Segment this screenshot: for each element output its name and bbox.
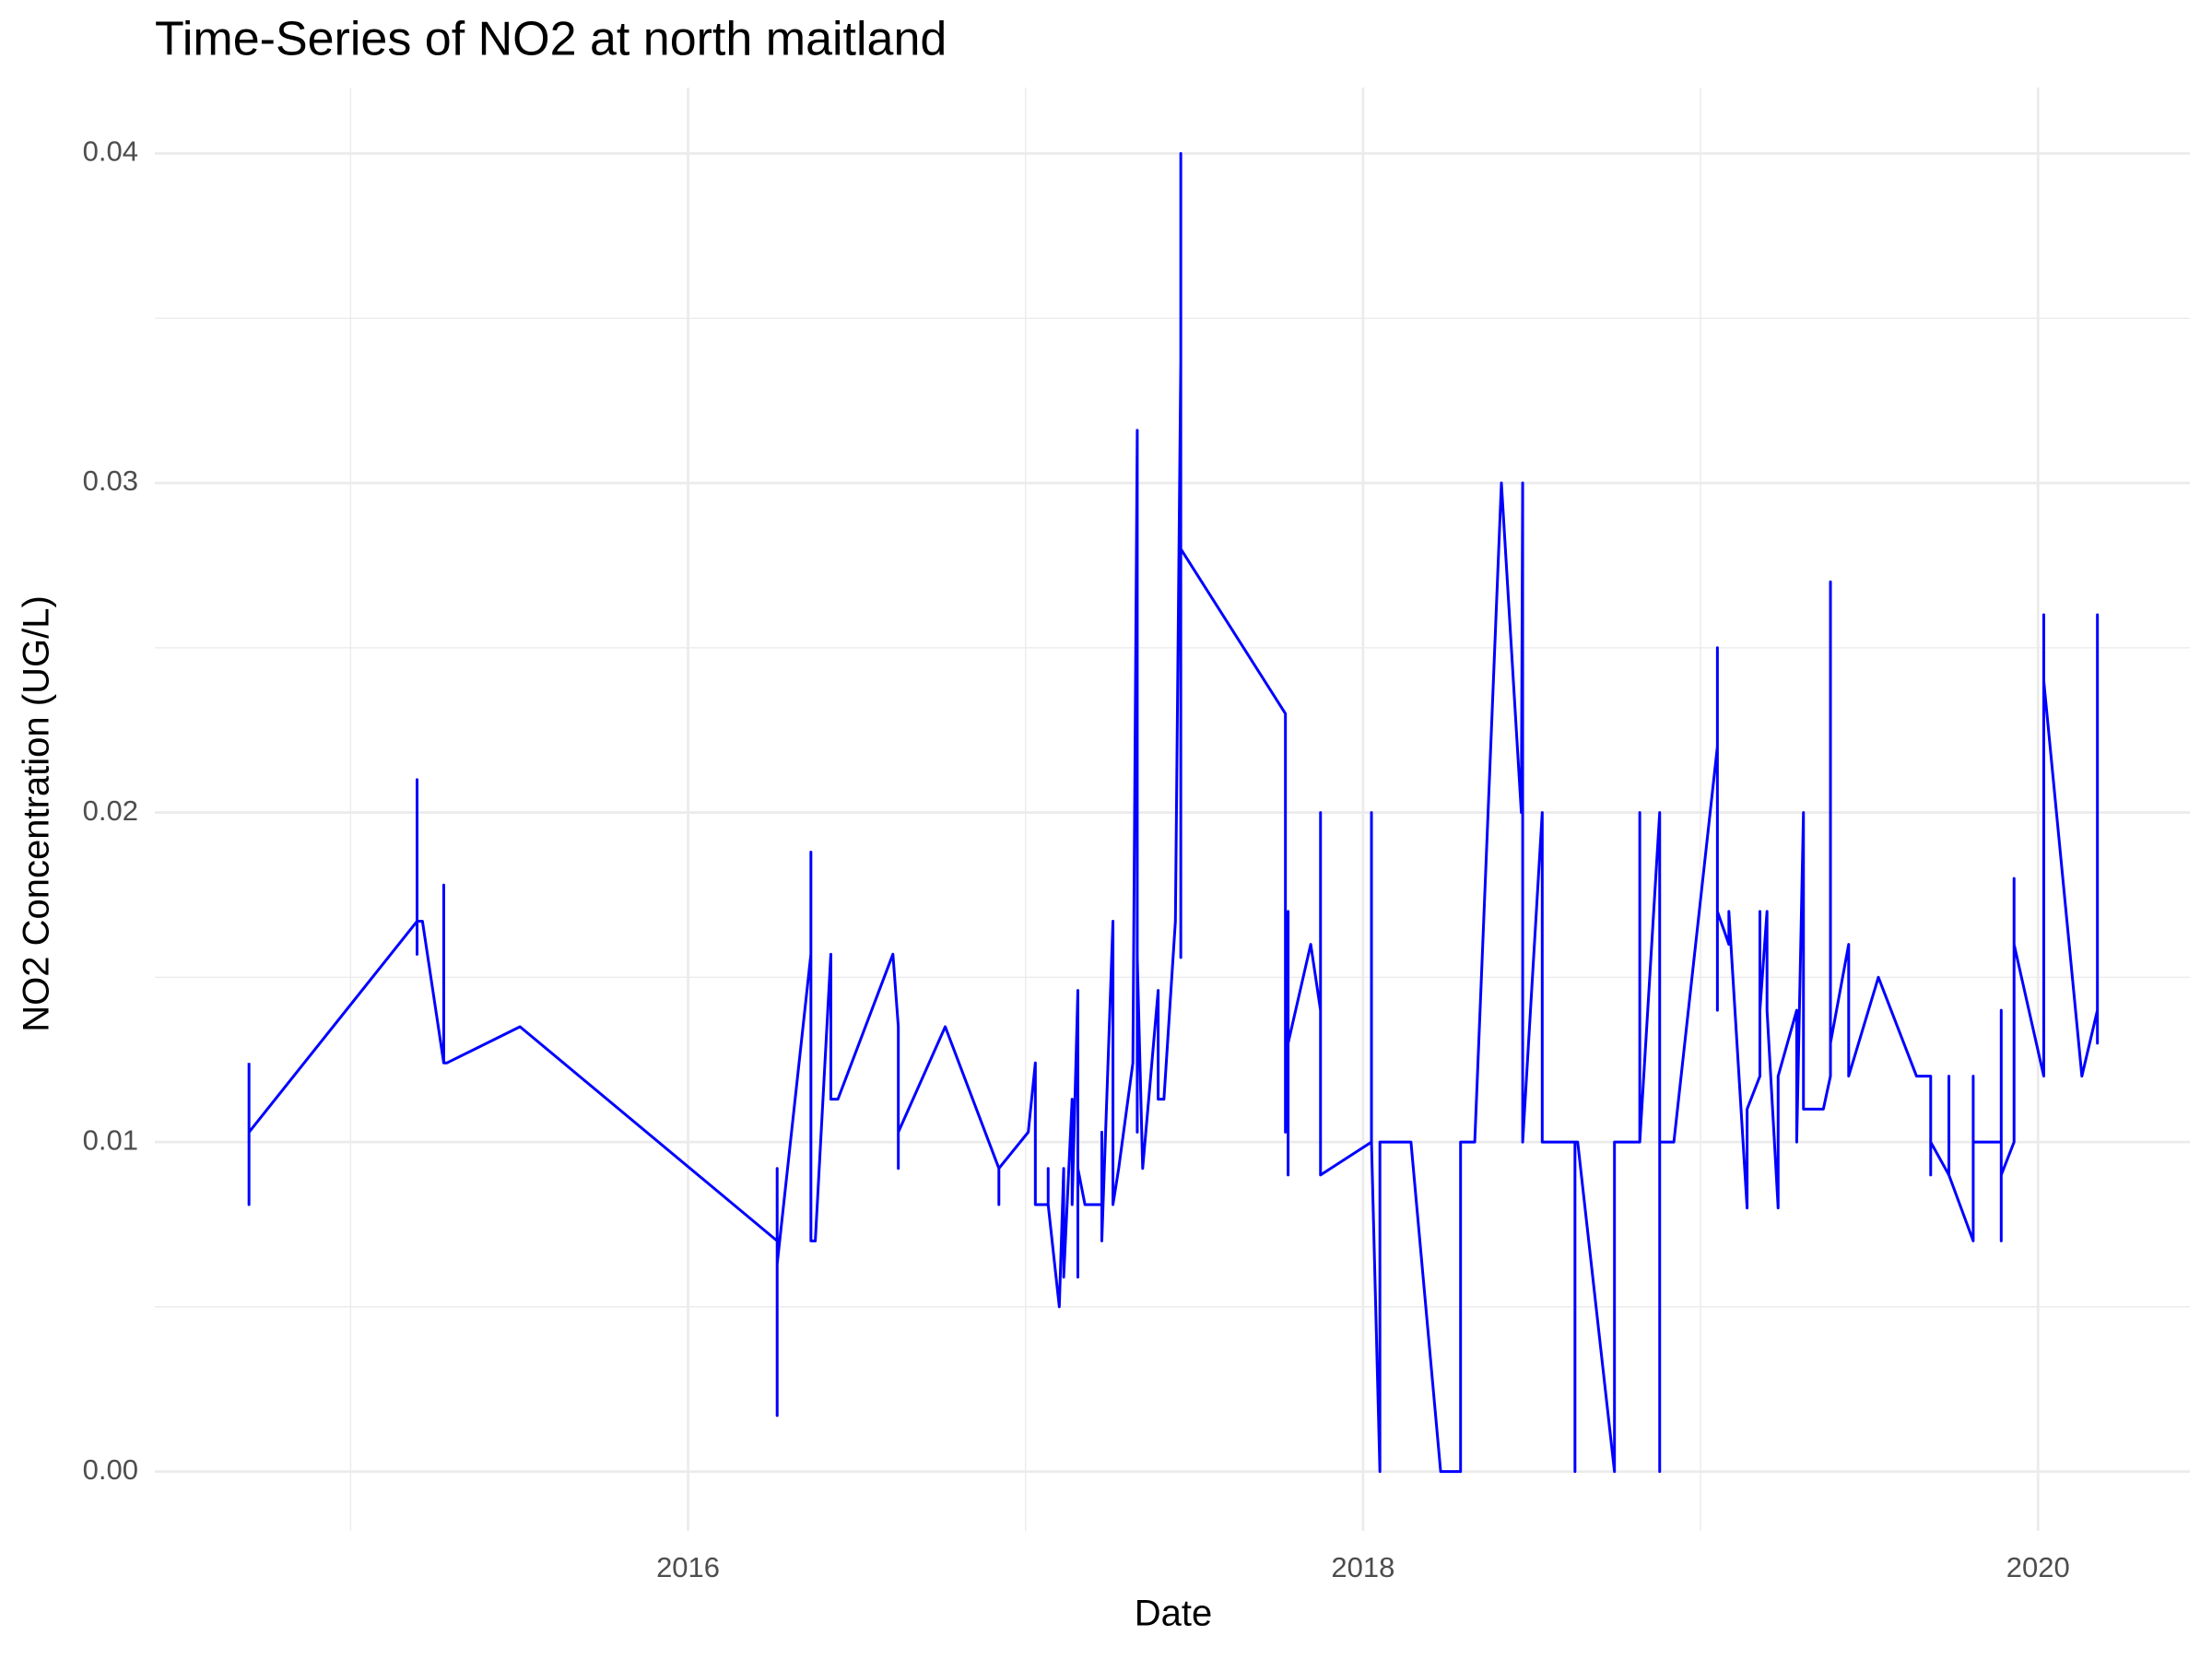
x-tick-label: 2020	[2006, 1551, 2070, 1583]
x-tick-label: 2018	[1331, 1551, 1394, 1583]
data-line	[247, 152, 2100, 1474]
x-tick-label: 2016	[656, 1551, 720, 1583]
y-tick-label: 0.04	[83, 135, 138, 168]
y-tick-label: 0.03	[83, 465, 138, 497]
x-axis-title: Date	[1135, 1594, 1213, 1634]
y-tick-label: 0.00	[83, 1453, 138, 1486]
y-tick-label: 0.02	[83, 794, 138, 827]
y-tick-label: 0.01	[83, 1124, 138, 1156]
grid	[155, 88, 2190, 1531]
plot-area	[247, 152, 2100, 1474]
chart-title: Time-Series of NO2 at north maitland	[155, 13, 947, 66]
y-axis-title: NO2 Concentration (UG/L)	[17, 595, 57, 1032]
